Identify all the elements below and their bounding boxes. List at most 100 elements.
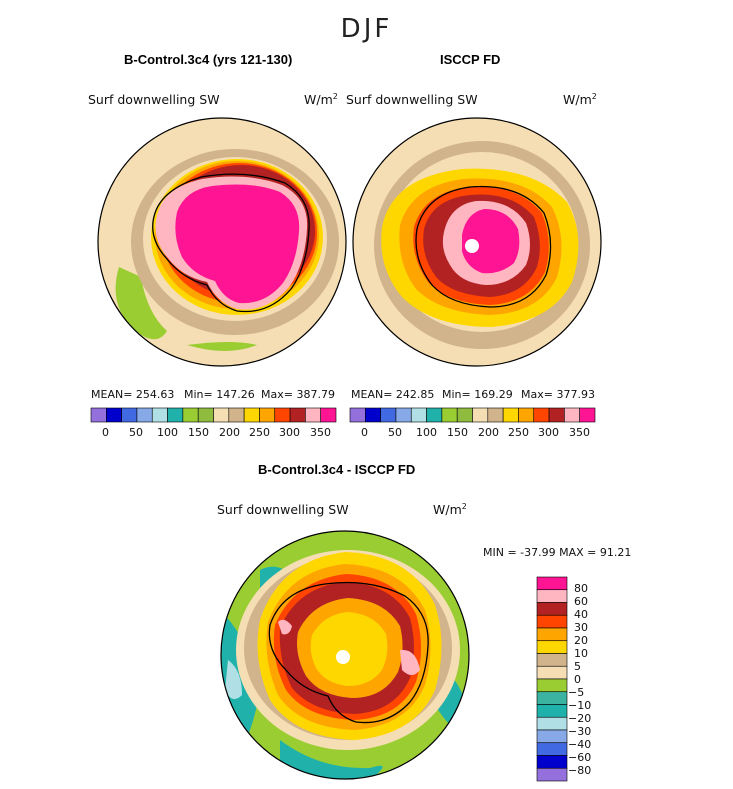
units-label-obs: W/m2 [563, 92, 597, 108]
minmax-label-diff: MIN = -37.99 MAX = 91.21 [483, 546, 632, 559]
field-lightblue-west-diff [225, 660, 242, 699]
colorbar-obs-swatch-6 [441, 407, 458, 423]
field-inner-10-diff [310, 612, 388, 686]
colorbar-model-swatch-7 [197, 407, 214, 423]
antarctica-coastline-model [152, 173, 310, 313]
variable-label-obs: Surf downwelling SW [346, 92, 478, 107]
panel-title-obs: ISCCP FD [440, 52, 501, 67]
tick-150-model: 150 [188, 426, 209, 439]
page-title: DJF [340, 14, 393, 44]
map-border-model [97, 117, 347, 367]
colorbar-diff-swatch-8 [536, 678, 568, 693]
tick-m60-diff: −60 [568, 751, 592, 764]
pole-missing-diff [336, 650, 350, 664]
field-green-patch-model [115, 267, 167, 340]
colorbar-obs-swatch-0 [349, 407, 366, 423]
colorbar-model-swatch-0 [90, 407, 107, 423]
colorbar-model-swatch-4 [151, 407, 168, 423]
colorbar-model-swatch-6 [182, 407, 199, 423]
tick-350-obs: 350 [569, 426, 590, 439]
colorbar-diff-swatch-10 [536, 704, 568, 718]
tick-150-obs: 150 [447, 426, 468, 439]
colorbar-ticks-model: 0 50 100 150 200 250 300 350 [91, 426, 336, 440]
colorbar-model-swatch-8 [213, 407, 230, 423]
tick-m80-diff: −80 [568, 764, 592, 777]
pole-missing-obs [465, 239, 479, 253]
colorbar-model-swatch-5 [167, 407, 184, 423]
tick-40-diff: 40 [574, 608, 588, 621]
polar-map-obs [352, 117, 602, 367]
tick-60-diff: 60 [574, 595, 588, 608]
colorbar-obs-swatch-2 [380, 407, 397, 423]
colorbar-obs-swatch-1 [365, 407, 381, 423]
colorbar-model-swatch-2 [121, 407, 138, 423]
tick-0-obs: 0 [361, 426, 368, 439]
panel-title-model: B-Control.3c4 (yrs 121-130) [124, 52, 293, 67]
field-teal-south-diff [280, 740, 383, 779]
mean-label-model: MEAN= 254.63 [91, 388, 175, 401]
colorbar-diff-swatch-4 [536, 627, 568, 642]
colorbar-model [90, 407, 337, 423]
colorbar-obs-swatch-3 [395, 407, 412, 423]
tick-50-model: 50 [129, 426, 143, 439]
colorbar-diff-swatch-5 [536, 640, 568, 654]
colorbar-obs [349, 407, 596, 423]
colorbar-model-swatch-13 [289, 407, 306, 423]
colorbar-obs-swatch-12 [533, 407, 550, 423]
polar-map-model [97, 117, 347, 367]
tick-100-model: 100 [157, 426, 178, 439]
tick-200-obs: 200 [478, 426, 499, 439]
map-border-obs [352, 117, 602, 367]
colorbar-diff-swatch-3 [536, 614, 568, 629]
tick-10-diff: 10 [574, 647, 588, 660]
colorbar-model-swatch-14 [305, 407, 321, 423]
tick-m30-diff: −30 [568, 725, 592, 738]
colorbar-model-swatch-3 [136, 407, 153, 423]
field-region-375-obs [462, 209, 520, 274]
colorbar-diff-swatch-13 [536, 742, 568, 756]
tick-250-obs: 250 [508, 426, 529, 439]
colorbar-ticks-obs: 0 50 100 150 200 250 300 350 [350, 426, 595, 440]
colorbar-model-swatch-10 [243, 407, 260, 423]
tick-m20-diff: −20 [568, 712, 592, 725]
units-label-diff: W/m2 [433, 502, 467, 518]
colorbar-obs-swatch-9 [487, 407, 504, 423]
colorbar-diff-swatch-7 [536, 665, 568, 680]
field-green-patch2-model [187, 342, 257, 351]
colorbar-model-swatch-11 [259, 407, 276, 423]
colorbar-obs-swatch-15 [579, 407, 596, 423]
colorbar-obs-swatch-11 [518, 407, 535, 423]
colorbar-diff-swatch-2 [536, 602, 568, 616]
tick-100-obs: 100 [416, 426, 437, 439]
tick-200-model: 200 [219, 426, 240, 439]
colorbar-diff-swatch-12 [536, 729, 568, 744]
tick-0-model: 0 [102, 426, 109, 439]
colorbar-obs-swatch-7 [456, 407, 473, 423]
tick-5-diff: 5 [574, 660, 581, 673]
colorbar-diff [536, 576, 568, 782]
mean-label-obs: MEAN= 242.85 [351, 388, 435, 401]
colorbar-diff-swatch-1 [536, 589, 568, 603]
tick-250-model: 250 [249, 426, 270, 439]
tick-30-diff: 30 [574, 621, 588, 634]
antarctica-coastline-diff [268, 581, 429, 724]
panel-title-diff: B-Control.3c4 - ISCCP FD [258, 462, 416, 477]
antarctica-coastline-obs [415, 185, 552, 308]
min-label-obs: Min= 169.29 [442, 388, 513, 401]
tick-0-diff: 0 [574, 673, 581, 686]
colorbar-model-swatch-1 [106, 407, 122, 423]
max-label-obs: Max= 377.93 [521, 388, 595, 401]
tick-m10-diff: −10 [568, 699, 592, 712]
tick-20-diff: 20 [574, 634, 588, 647]
colorbar-obs-swatch-14 [564, 407, 580, 423]
tick-m5-diff: −5 [568, 686, 585, 699]
colorbar-obs-swatch-13 [548, 407, 565, 423]
colorbar-obs-swatch-5 [426, 407, 443, 423]
colorbar-ticks-diff: 80 60 40 30 20 10 5 0 −5 −10 −20 −30 −40… [568, 577, 631, 781]
colorbar-model-swatch-15 [320, 407, 337, 423]
max-label-model: Max= 387.79 [261, 388, 335, 401]
colorbar-diff-swatch-11 [536, 716, 568, 731]
min-label-model: Min= 147.26 [184, 388, 255, 401]
units-label-model: W/m2 [304, 92, 338, 108]
tick-50-obs: 50 [388, 426, 402, 439]
